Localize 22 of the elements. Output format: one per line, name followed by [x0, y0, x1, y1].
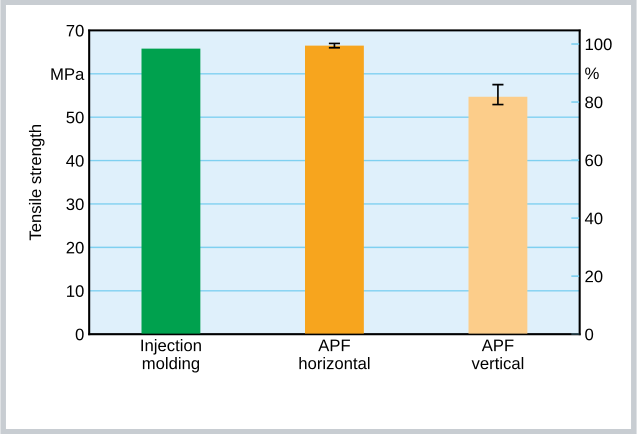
y-axis-title: Tensile strength — [28, 124, 44, 240]
bar — [304, 46, 364, 334]
y2-tick-label: 80 — [585, 96, 602, 108]
y-tick-label: 70 — [66, 24, 84, 37]
y2-tick-label: 60 — [585, 154, 602, 166]
y2-tick-label: 100 — [586, 38, 612, 50]
y2-tick-label: % — [585, 68, 599, 80]
y2-tick-label: 0 — [585, 328, 594, 340]
y-tick-label: 20 — [66, 242, 84, 254]
x-tick-label: APF vertical — [472, 340, 524, 370]
bar — [468, 96, 528, 334]
y-tick-label: 40 — [66, 154, 84, 167]
y-tick-label: 10 — [67, 285, 84, 297]
x-tick-label: APF horizontal — [299, 340, 370, 370]
y-tick-label: 0 — [76, 328, 84, 340]
bar — [142, 48, 200, 334]
y-tick-label: 50 — [66, 112, 84, 124]
y-tick-label: MPa — [51, 68, 84, 80]
x-tick-label: Injection molding — [141, 339, 201, 373]
y-tick-label: 30 — [66, 198, 84, 210]
y2-tick-label: 20 — [585, 270, 602, 282]
y2-tick-label: 40 — [584, 212, 602, 224]
